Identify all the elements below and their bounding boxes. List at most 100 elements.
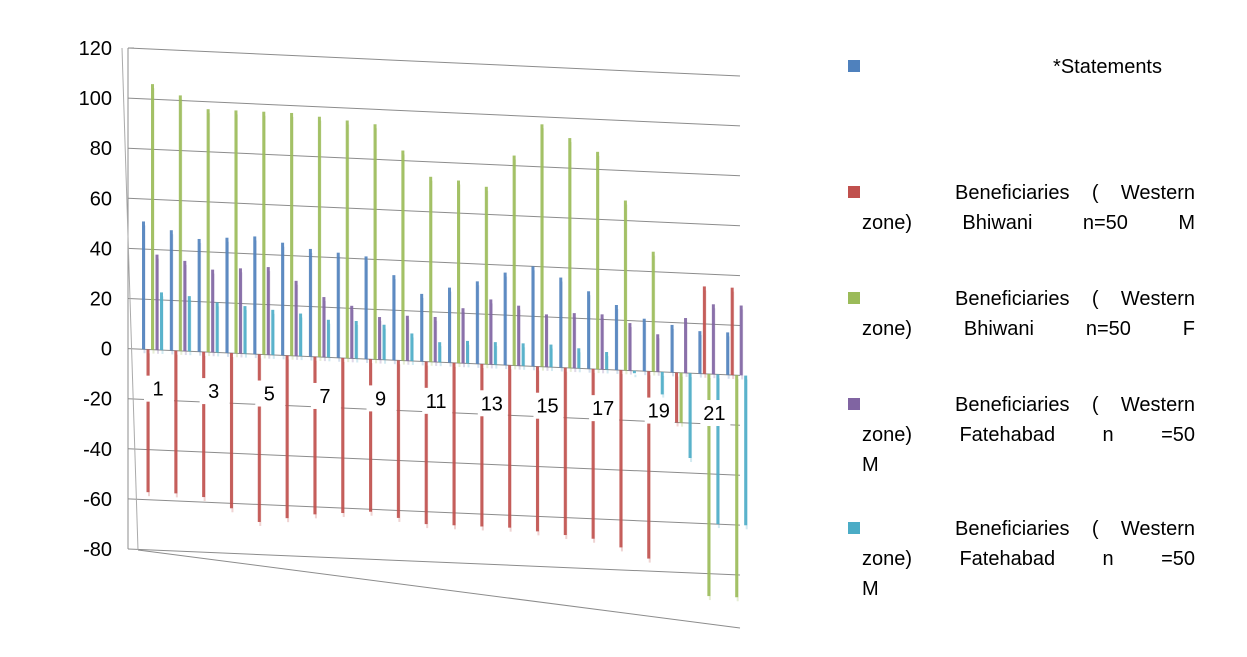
bar-depth <box>662 375 665 399</box>
bar-depth <box>430 180 433 366</box>
bar <box>225 237 229 353</box>
bar <box>508 365 512 528</box>
bar-depth <box>574 317 577 373</box>
bar-depth <box>597 155 600 374</box>
bar <box>619 370 623 548</box>
bar <box>433 316 437 362</box>
bar <box>577 348 581 369</box>
bar-depth <box>296 284 299 360</box>
bar <box>675 372 679 423</box>
category-label-bg <box>366 385 397 412</box>
bar <box>405 315 409 361</box>
legend-swatch-fatehabad-m-1 <box>848 398 860 410</box>
bar <box>587 291 591 369</box>
legend-line: M <box>862 454 879 476</box>
y-tick-label: -80 <box>83 539 112 561</box>
bar-depth <box>287 359 290 523</box>
bar <box>229 353 233 509</box>
bar-depth <box>505 276 508 370</box>
y-tick-label: -60 <box>83 489 112 511</box>
bar-depth <box>463 312 465 368</box>
bar-depth <box>486 190 489 369</box>
bar <box>698 331 702 374</box>
bar <box>211 269 215 353</box>
bar <box>656 334 660 372</box>
bar <box>512 155 516 366</box>
x-tick-label: 21 <box>703 403 725 425</box>
bar-depth <box>454 366 456 530</box>
bar-depth <box>208 113 211 357</box>
x-tick-label: 7 <box>319 386 330 408</box>
bar <box>253 236 257 355</box>
bar-depth <box>175 354 178 498</box>
bar-depth <box>629 327 632 375</box>
bar <box>354 321 358 359</box>
bar-depth <box>685 322 688 377</box>
bar <box>317 116 321 357</box>
bar-depth <box>732 291 735 379</box>
legend-line: *Statements <box>1053 56 1162 78</box>
bar <box>142 221 145 350</box>
bar-depth <box>625 204 628 375</box>
y-tick-label: 100 <box>79 88 112 110</box>
legend-line: zone) Bhiwani n=50 F <box>862 318 1195 340</box>
bar <box>702 286 706 374</box>
bar-depth <box>171 234 174 355</box>
bar <box>313 356 317 515</box>
bar <box>262 111 266 355</box>
bar-depth <box>449 291 452 367</box>
bar-depth <box>569 142 572 372</box>
y-tick-label: 120 <box>79 38 112 60</box>
x-tick-label: 17 <box>592 398 614 420</box>
bar <box>549 344 553 368</box>
bar-depth <box>644 322 647 376</box>
bar <box>466 340 469 364</box>
bar <box>493 342 497 365</box>
bar-depth <box>532 270 535 371</box>
bar-depth <box>338 256 341 362</box>
bar <box>647 371 651 559</box>
bar-depth <box>370 363 373 516</box>
bar <box>707 373 711 597</box>
bar <box>155 254 159 350</box>
bar <box>410 333 414 361</box>
gridline <box>127 197 741 227</box>
bar <box>202 351 206 498</box>
bar-depth <box>477 285 480 368</box>
side-wall-edge <box>121 47 139 551</box>
bar-depth <box>681 376 684 427</box>
bar-depth <box>411 337 414 365</box>
bar-depth <box>226 241 229 357</box>
bar <box>281 242 285 356</box>
bar <box>711 304 715 375</box>
gridline <box>127 247 741 277</box>
bar <box>308 248 312 357</box>
bar <box>345 120 349 359</box>
bar <box>517 305 521 366</box>
bar <box>341 357 345 514</box>
y-tick-label: -20 <box>83 389 112 411</box>
bar-depth <box>620 374 623 552</box>
bar-depth <box>300 317 303 361</box>
bar <box>420 293 424 362</box>
bar-depth <box>560 281 563 372</box>
bar <box>679 372 683 423</box>
bar-depth <box>550 348 553 372</box>
bar <box>452 362 456 526</box>
bar <box>651 251 655 372</box>
bar <box>238 268 242 354</box>
x-tick-label: 1 <box>152 379 163 401</box>
bar <box>392 275 396 361</box>
bar <box>401 150 405 361</box>
x-tick-label: 11 <box>426 391 447 413</box>
bar <box>563 367 567 536</box>
y-tick-label: 80 <box>90 138 112 160</box>
y-tick-label: 0 <box>101 339 112 361</box>
bar <box>373 124 377 360</box>
bar-depth <box>263 115 266 359</box>
bar <box>726 332 730 375</box>
bar <box>461 308 465 364</box>
bar-depth <box>180 99 183 355</box>
bar-depth <box>366 260 369 363</box>
